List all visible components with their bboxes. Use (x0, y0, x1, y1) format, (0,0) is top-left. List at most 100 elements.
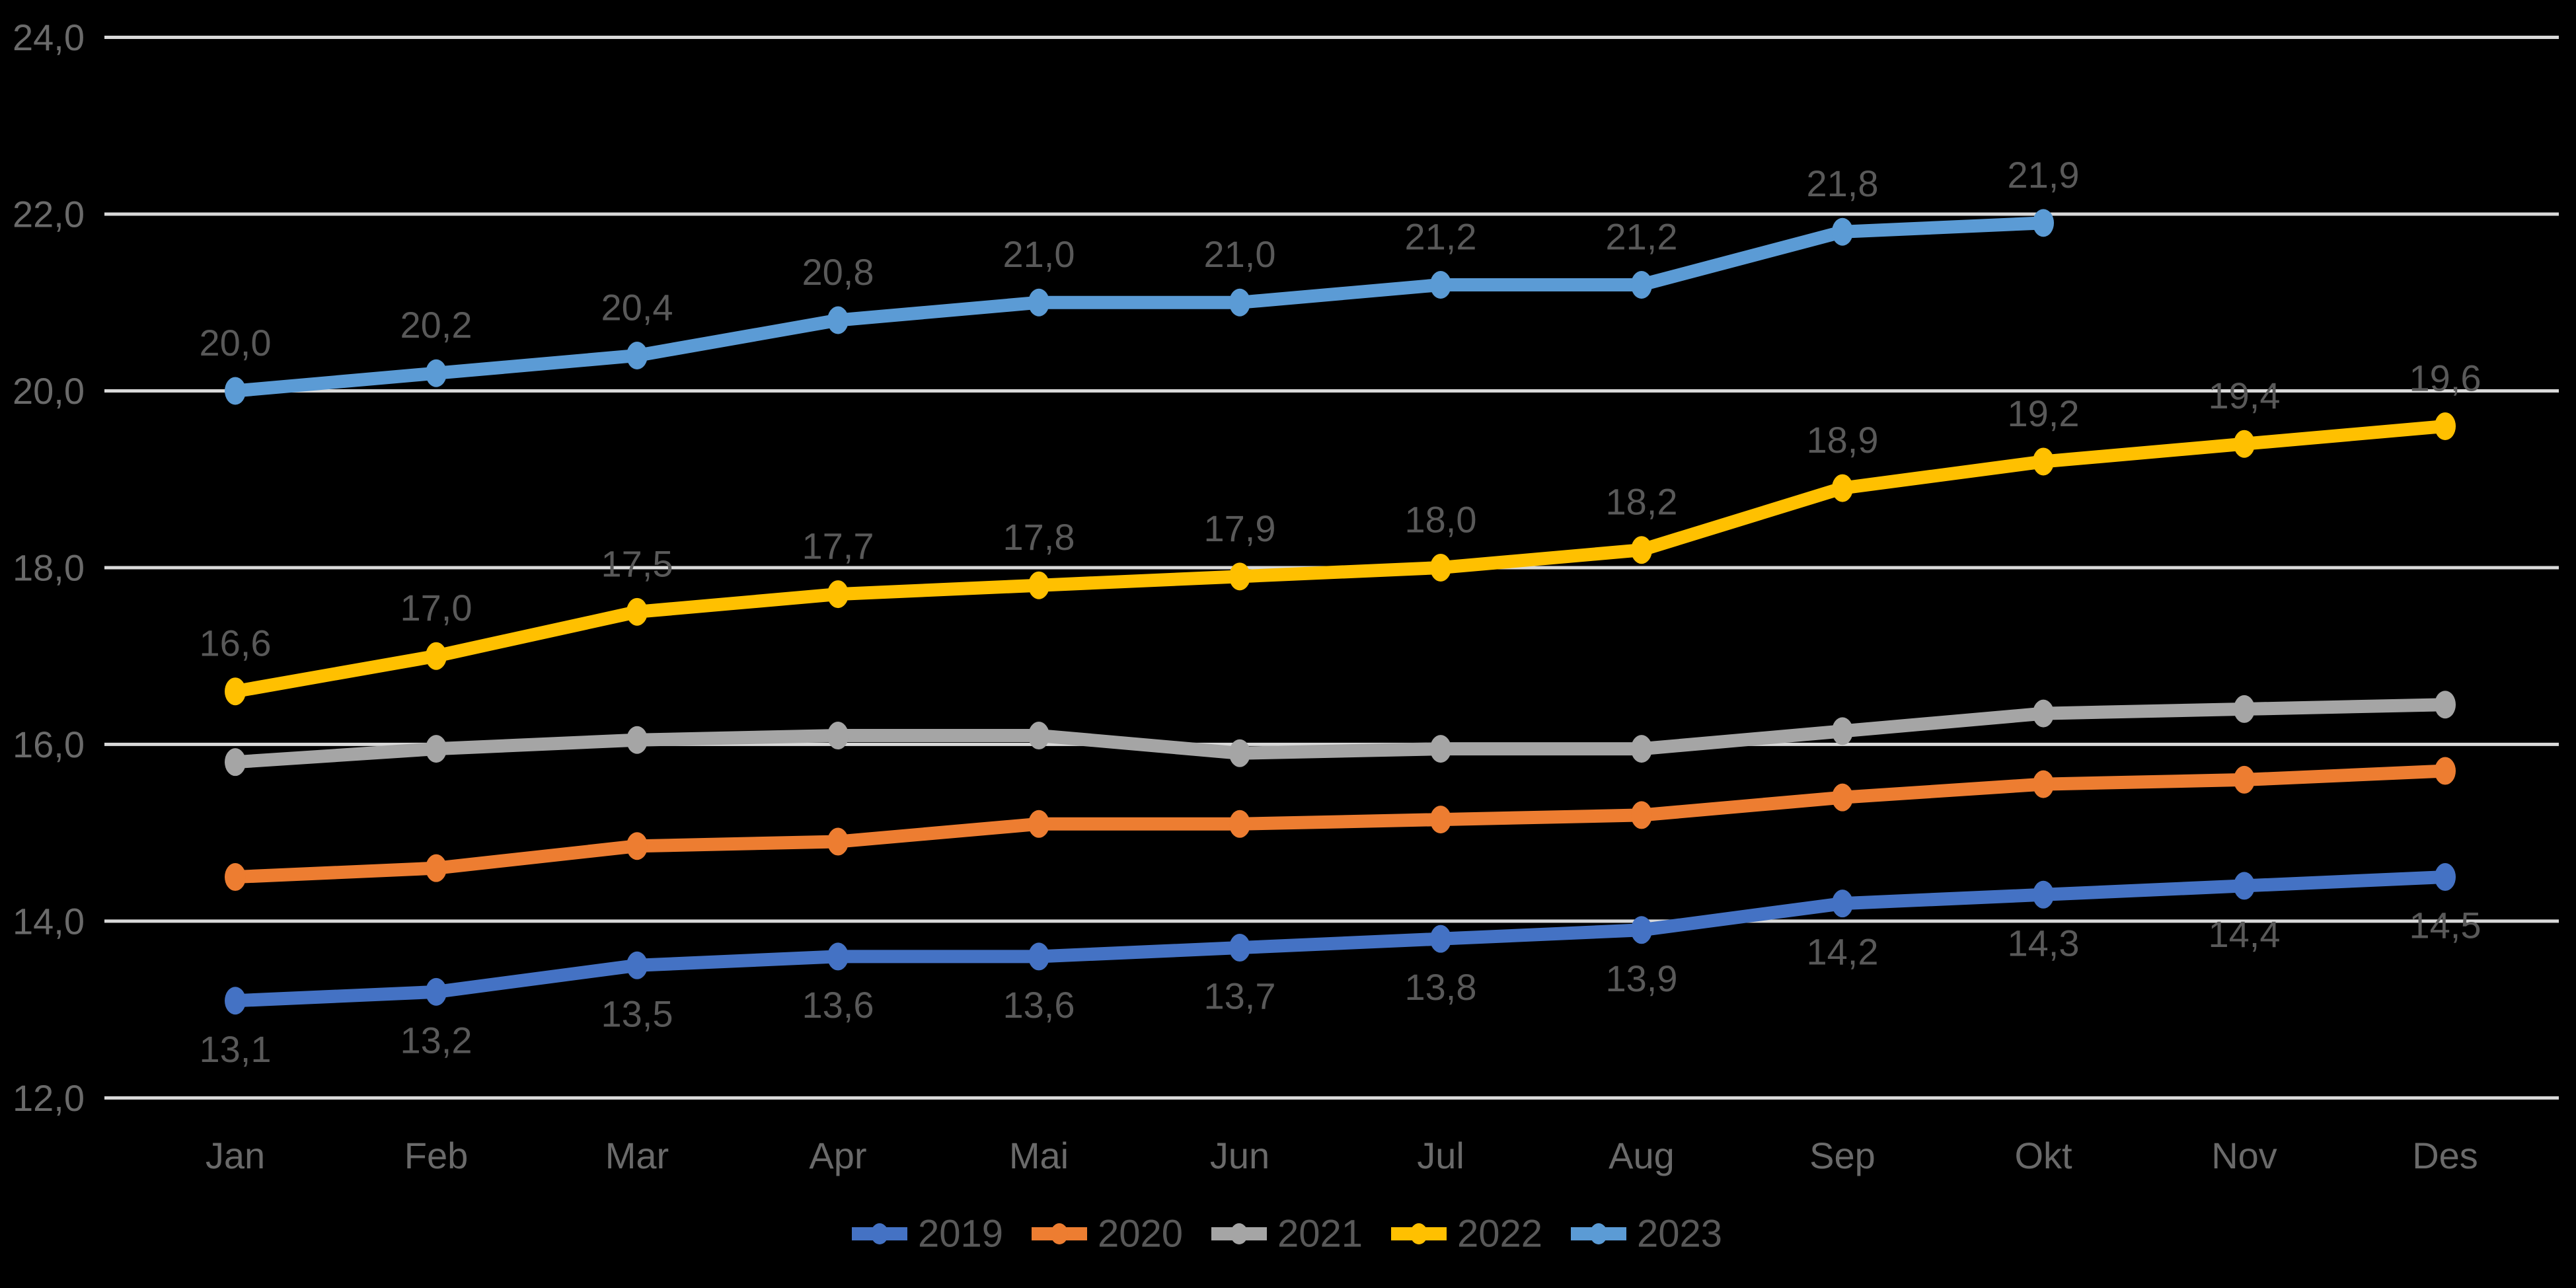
data-label-2019: 13,8 (1405, 966, 1477, 1008)
data-point-2020 (1028, 810, 1049, 838)
x-axis-label: Sep (1809, 1135, 1875, 1176)
data-point-2022 (1832, 474, 1853, 502)
data-point-2020 (827, 827, 849, 856)
data-label-2022: 16,6 (200, 623, 272, 664)
series-line-2021 (229, 698, 2452, 769)
data-point-2021 (426, 735, 447, 763)
x-axis-label: Apr (809, 1135, 866, 1176)
data-point-2022 (2234, 430, 2255, 458)
data-label-2022: 17,7 (802, 525, 874, 567)
legend-marker-icon (871, 1223, 888, 1244)
data-point-2023 (225, 377, 246, 405)
data-label-2023: 21,0 (1003, 233, 1075, 275)
data-label-2019: 13,2 (400, 1019, 473, 1061)
data-label-2022: 19,6 (2409, 357, 2481, 398)
data-label-2023: 20,4 (601, 286, 673, 328)
data-point-2022 (2033, 447, 2054, 476)
series-line-2022 (229, 419, 2452, 699)
legend-item-2023: 2023 (1571, 1213, 1722, 1256)
legend-label: 2020 (1098, 1213, 1183, 1256)
legend-item-2019: 2019 (852, 1213, 1003, 1256)
data-point-2020 (1631, 801, 1652, 829)
data-point-2021 (626, 726, 648, 754)
data-label-2019: 13,7 (1204, 975, 1276, 1017)
legend-label: 2019 (918, 1213, 1003, 1256)
data-label-2022: 17,8 (1003, 516, 1075, 558)
data-label-2019: 14,2 (1807, 931, 1879, 973)
data-point-2022 (2435, 412, 2456, 440)
data-label-2022: 17,5 (601, 543, 673, 584)
legend-label: 2023 (1637, 1213, 1722, 1256)
x-axis-label: Mai (1009, 1135, 1069, 1176)
data-point-2020 (2033, 770, 2054, 798)
data-point-2021 (2033, 699, 2054, 728)
legend-item-2020: 2020 (1032, 1213, 1183, 1256)
data-label-2022: 19,4 (2209, 375, 2281, 416)
y-axis-label: 20,0 (13, 370, 85, 412)
data-point-2021 (2435, 691, 2456, 719)
data-label-2022: 17,0 (400, 587, 473, 628)
data-point-2023 (626, 341, 648, 369)
data-label-2022: 17,9 (1204, 508, 1276, 549)
data-label-2023: 20,8 (802, 251, 874, 293)
data-label-2023: 21,0 (1204, 233, 1276, 275)
data-label-2019: 13,1 (200, 1028, 272, 1070)
data-point-2021 (1430, 735, 1451, 763)
x-axis-label: Aug (1609, 1135, 1675, 1176)
data-point-2022 (426, 642, 447, 670)
legend-item-2021: 2021 (1211, 1213, 1363, 1256)
y-axis-label: 14,0 (13, 900, 85, 942)
data-point-2020 (2435, 757, 2456, 785)
data-point-2019 (225, 987, 246, 1015)
data-point-2020 (2234, 765, 2255, 794)
data-point-2023 (1430, 270, 1451, 299)
y-axis-label: 18,0 (13, 547, 85, 588)
data-point-2021 (1832, 717, 1853, 745)
data-point-2021 (827, 722, 849, 750)
legend-label: 2022 (1457, 1213, 1542, 1256)
data-label-2022: 19,2 (2008, 393, 2080, 434)
data-label-2019: 14,4 (2209, 913, 2281, 955)
y-axis-label: 22,0 (13, 193, 85, 235)
data-point-2022 (225, 677, 246, 706)
x-axis-label: Okt (2014, 1135, 2072, 1176)
series-line-2020 (229, 764, 2452, 884)
data-point-2021 (2234, 695, 2255, 723)
data-point-2020 (1832, 783, 1853, 812)
data-label-2023: 21,2 (1606, 215, 1678, 257)
data-point-2023 (1028, 288, 1049, 317)
data-point-2021 (1028, 722, 1049, 750)
legend-item-2022: 2022 (1391, 1213, 1542, 1256)
data-point-2021 (225, 748, 246, 777)
x-axis-label: Mar (605, 1135, 669, 1176)
data-point-2023 (827, 306, 849, 334)
data-point-2021 (1229, 739, 1250, 767)
x-axis-label: Nov (2211, 1135, 2277, 1176)
data-point-2020 (626, 832, 648, 860)
data-point-2019 (1028, 942, 1049, 971)
data-point-2022 (1430, 553, 1451, 582)
data-point-2020 (426, 854, 447, 882)
data-point-2022 (1631, 536, 1652, 564)
y-axis-label: 12,0 (13, 1077, 85, 1119)
data-point-2022 (1229, 562, 1250, 591)
data-label-2023: 21,8 (1807, 163, 1879, 204)
data-point-2019 (827, 942, 849, 971)
data-point-2023 (2033, 209, 2054, 237)
data-point-2019 (2234, 872, 2255, 900)
data-label-2019: 14,5 (2409, 905, 2481, 946)
data-label-2023: 20,0 (200, 322, 272, 363)
series-line-2023 (229, 216, 2050, 398)
data-label-2019: 13,6 (1003, 984, 1075, 1026)
x-axis-label: Jan (206, 1135, 265, 1176)
data-point-2022 (626, 597, 648, 626)
data-point-2019 (1832, 890, 1853, 918)
data-point-2019 (1229, 934, 1250, 962)
data-label-2019: 14,3 (2008, 922, 2080, 964)
data-label-2022: 18,9 (1807, 419, 1879, 461)
data-point-2023 (1832, 217, 1853, 246)
data-point-2023 (1229, 288, 1250, 317)
data-label-2023: 20,2 (400, 304, 473, 346)
